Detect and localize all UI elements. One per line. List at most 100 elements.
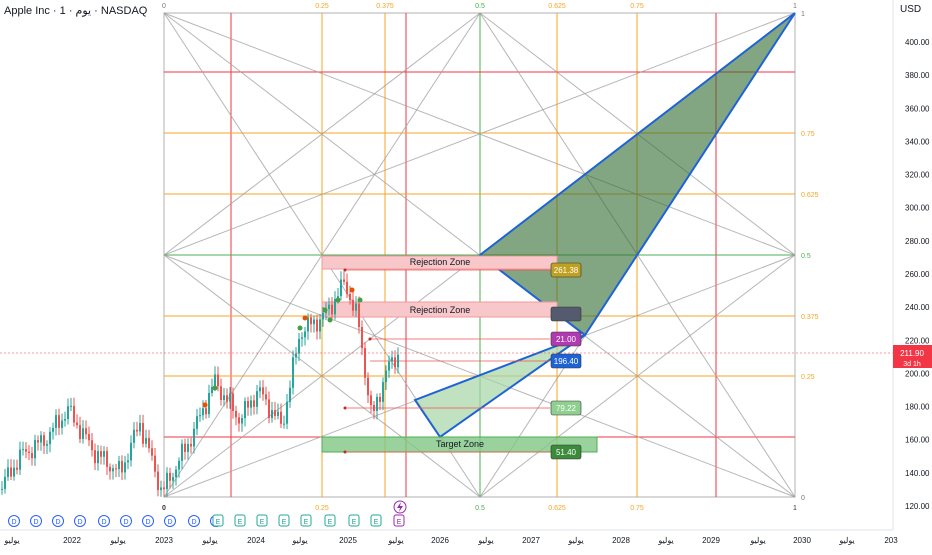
level-price-tag-text: 261.38 [554,266,579,275]
candle-body [166,472,168,490]
earnings-marker [348,514,360,527]
dividend-marker [164,515,176,527]
candle-body [256,391,258,407]
dividend-marker-label: D [101,519,106,526]
swing-marker [302,315,308,321]
price-axis-tick: 260.00 [905,270,930,279]
candle-body [301,337,303,339]
price-axis-tick: 160.00 [905,436,930,445]
candle-body [214,374,216,387]
price-axis-tick: 400.00 [905,38,930,47]
symbol-header: Apple Inc · 1 · يوم · NASDAQ [4,5,148,17]
candle-body [298,338,300,354]
candle-body [334,298,336,315]
candle-body [202,408,204,416]
fib-label-bottom: 0.75 [630,505,644,512]
candle-body [7,467,9,477]
candle-body [193,428,195,447]
candle-body [394,357,396,368]
candle-body [271,410,273,419]
candle-body [70,405,72,407]
candle-body [373,405,375,411]
level-price-tag-text: 79.22 [556,404,577,413]
candle-body [343,279,345,282]
current-price-value: 211.90 [900,349,924,358]
candle-body [100,451,102,457]
swing-marker [349,287,355,293]
candle-body [184,443,186,452]
candle-body [160,487,162,491]
candle-body [136,429,138,432]
candle-body [142,423,144,444]
candle-body [196,416,198,429]
candle-body [274,410,276,416]
rejection-zone-1-label: Rejection Zone [410,257,471,267]
candle-body [319,319,321,332]
time-axis-label: 2022 [63,536,81,545]
time-axis-label: 2028 [612,536,630,545]
candle-body [328,304,330,310]
candle-body [316,319,318,332]
dividend-marker-label: D [55,519,60,526]
candle-body [223,395,225,401]
candle-body [118,461,120,470]
candle-body [43,435,45,446]
gann-diagonal-line [163,12,796,256]
candle-body [250,400,252,408]
dividend-marker-label: D [191,519,196,526]
candle-body [286,401,288,424]
candle-body [61,420,63,428]
candle-body [217,374,219,387]
fib-label-top: 0.75 [630,3,644,10]
candle-body [46,444,48,446]
candle-body [19,449,21,470]
dividend-marker-label: D [167,519,172,526]
candle-body [148,437,150,449]
time-axis-label: 2025 [339,536,357,545]
candle-body [211,386,213,394]
dividend-marker [188,515,200,527]
time-axis-label: 2027 [522,536,540,545]
price-axis-tick: 360.00 [905,104,930,113]
candle-body [181,443,183,461]
earnings-marker [234,514,246,527]
time-axis-label: يوليو [749,536,765,545]
candle-body [139,423,141,432]
candle-body [64,419,66,421]
swing-marker [322,307,328,313]
candle-body [145,437,147,444]
price-axis-tick: 300.00 [905,204,930,213]
candle-body [370,395,372,406]
candle-body [361,327,363,349]
candle-body [94,450,96,464]
candle-body [205,408,207,415]
candle-body [277,411,279,416]
fib-label-top: 0.625 [548,3,566,10]
candle-body [154,455,156,472]
earnings-marker [212,514,224,527]
level-origin-dot [343,450,347,454]
candle-body [1,488,3,490]
candle-body [106,451,108,467]
fib-label-bottom: 0 [162,505,166,512]
candle-body [73,405,75,423]
candle-body [259,387,261,392]
dividend-marker-label: D [33,519,38,526]
candle-body [178,460,180,470]
gann-diagonal-line [163,12,481,256]
candle-body [169,472,171,481]
dividend-marker [52,515,64,527]
earnings-marker-label: E [238,519,243,526]
fib-label-top: 0.5 [475,3,485,10]
candle-body [97,451,99,464]
fib-label-top: 0.25 [315,3,329,10]
candle-body [262,387,264,395]
candle-body [226,395,228,402]
candle-body [157,471,159,491]
candle-body [238,417,240,424]
price-axis-tick: 140.00 [905,469,930,478]
candle-body [130,442,132,461]
level-price-tag-text: 51.40 [556,448,577,457]
